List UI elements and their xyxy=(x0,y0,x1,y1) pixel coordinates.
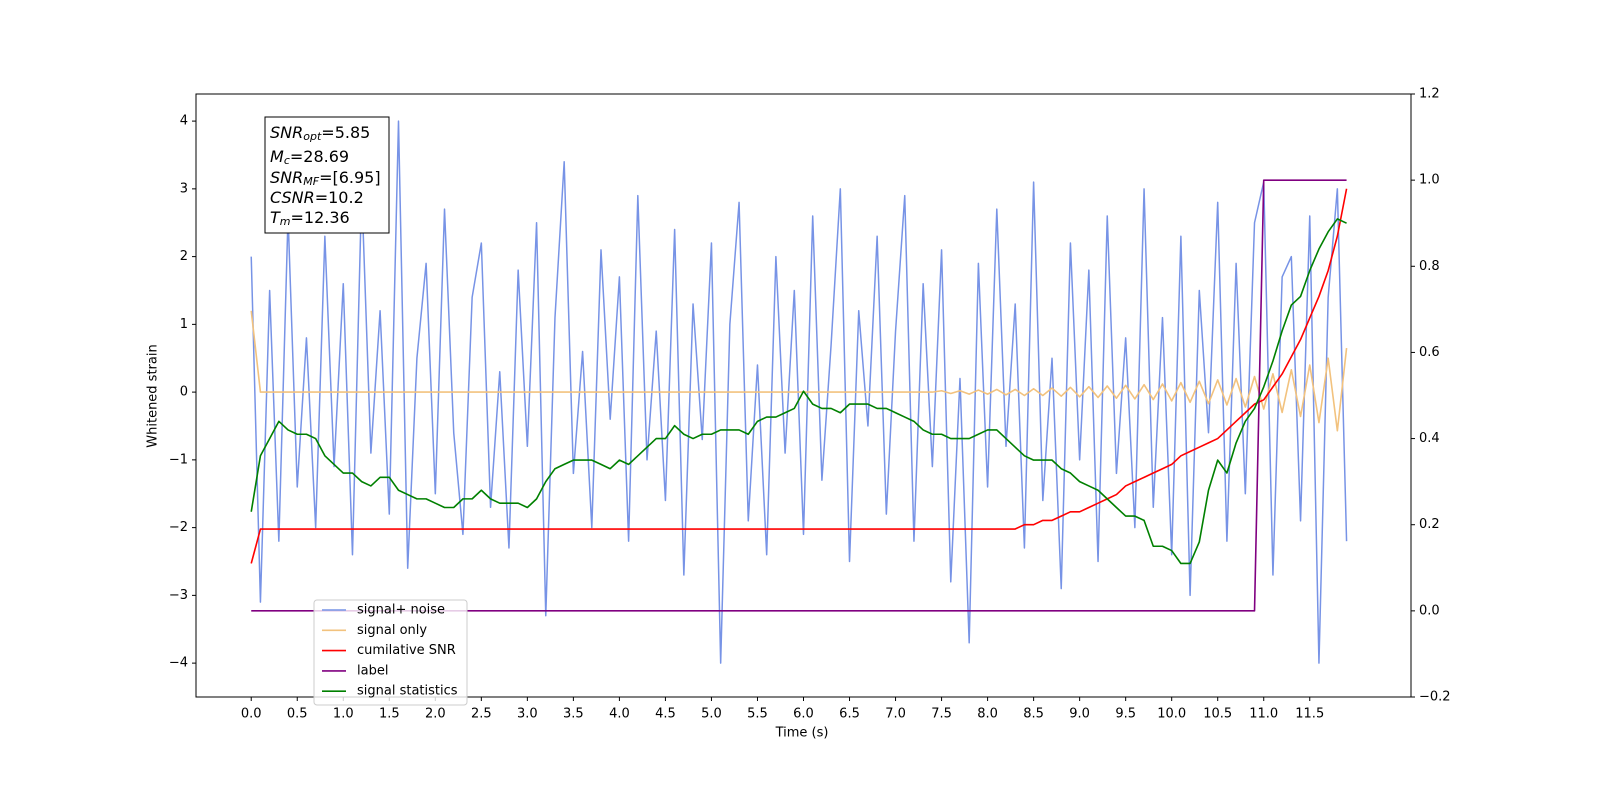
annotation-text: =12.36 xyxy=(291,208,350,227)
x-tick-label: 6.5 xyxy=(839,707,860,722)
x-tick-label: 9.5 xyxy=(1115,707,1136,722)
x-tick-label: 1.5 xyxy=(379,707,400,722)
y2-tick-label: −0.2 xyxy=(1419,690,1451,705)
x-axis-label: Time (s) xyxy=(775,726,829,741)
series-line xyxy=(250,218,1347,565)
annotation-symbol: CSNR xyxy=(270,188,315,207)
legend-label: label xyxy=(357,663,388,678)
x-tick-label: 1.0 xyxy=(333,707,354,722)
x-tick-label: 2.0 xyxy=(425,707,446,722)
x-tick-label: 4.0 xyxy=(609,707,630,722)
annotation-subscript: m xyxy=(280,215,291,228)
annotation: Mc=28.69 xyxy=(270,147,349,168)
legend-label: cumilative SNR xyxy=(357,643,456,658)
series-line xyxy=(250,188,1348,564)
annotation-text: =[6.95] xyxy=(319,168,381,187)
annotation-symbol: M xyxy=(270,147,284,166)
x-tick-label: 3.0 xyxy=(517,707,538,722)
x-tick-label: 5.5 xyxy=(747,707,768,722)
x-tick-label: 3.5 xyxy=(563,707,584,722)
annotation-subscript: c xyxy=(284,154,290,167)
series-line xyxy=(250,310,1348,432)
y2-tick-label: 0.2 xyxy=(1419,517,1440,532)
y2-tick-label: 0.6 xyxy=(1419,345,1440,360)
series-line xyxy=(250,120,1348,664)
y-tick-label: −3 xyxy=(169,588,188,603)
y-tick-label: −2 xyxy=(169,520,188,535)
x-tick-label: 11.5 xyxy=(1295,707,1324,722)
x-tick-label: 8.5 xyxy=(1023,707,1044,722)
y-tick-label: 3 xyxy=(180,181,188,196)
y-tick-label: 1 xyxy=(180,317,188,332)
legend-label: signal only xyxy=(357,623,427,638)
y2-tick-label: 1.0 xyxy=(1419,173,1440,188)
y-tick-label: 4 xyxy=(180,114,188,129)
annotation-symbol: T xyxy=(270,208,281,227)
annotation: CSNR=10.2 xyxy=(270,188,364,207)
annotation-subscript: MF xyxy=(303,175,319,188)
x-tick-label: 10.5 xyxy=(1203,707,1232,722)
x-tick-label: 0.5 xyxy=(287,707,308,722)
legend-label: signal+ noise xyxy=(357,603,445,618)
y-tick-label: −1 xyxy=(169,452,188,467)
x-tick-label: 8.0 xyxy=(977,707,998,722)
y-tick-label: 2 xyxy=(180,249,188,264)
y2-tick-label: 0.8 xyxy=(1419,259,1440,274)
y2-tick-label: 0.4 xyxy=(1419,431,1440,446)
annotation: SNRopt=5.85 xyxy=(270,123,370,144)
x-tick-label: 10.0 xyxy=(1157,707,1186,722)
legend-label: signal statistics xyxy=(357,684,458,699)
x-tick-label: 11.0 xyxy=(1249,707,1278,722)
y-axis-label: Whitened strain xyxy=(146,344,161,447)
annotation-text: =10.2 xyxy=(315,188,364,207)
y2-tick-label: 0.0 xyxy=(1419,603,1440,618)
annotation-symbol: SNR xyxy=(270,168,303,187)
y-tick-label: −4 xyxy=(169,656,188,671)
annotation: SNRMF=[6.95] xyxy=(270,168,381,189)
x-tick-label: 0.0 xyxy=(241,707,262,722)
annotation-box xyxy=(264,116,390,234)
x-tick-label: 9.0 xyxy=(1069,707,1090,722)
annotation-symbol: SNR xyxy=(270,123,303,142)
x-tick-label: 5.0 xyxy=(701,707,722,722)
x-tick-label: 6.0 xyxy=(793,707,814,722)
y-tick-label: 0 xyxy=(180,385,188,400)
annotation-text: =5.85 xyxy=(321,123,370,142)
annotation-subscript: opt xyxy=(303,130,322,143)
annotation-text: =28.69 xyxy=(290,147,349,166)
y2-tick-label: 1.2 xyxy=(1419,87,1440,102)
legend-box xyxy=(313,599,468,706)
annotation: Tm=12.36 xyxy=(270,208,350,229)
x-tick-label: 7.5 xyxy=(931,707,952,722)
x-tick-label: 4.5 xyxy=(655,707,676,722)
x-tick-label: 2.5 xyxy=(471,707,492,722)
x-tick-label: 7.0 xyxy=(885,707,906,722)
